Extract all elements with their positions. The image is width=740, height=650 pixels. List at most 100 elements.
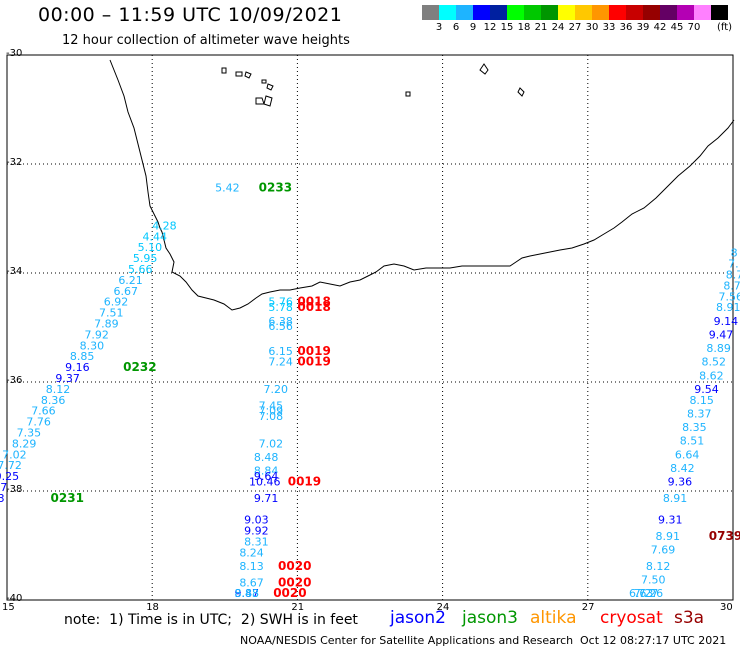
legend-swatch <box>439 5 456 20</box>
wave-height-value: 7.26 <box>639 587 664 600</box>
longitude-tick: 15 <box>2 602 15 613</box>
wave-height-value: 7.02 <box>2 448 27 461</box>
satellite-jason3: jason3 <box>462 608 518 628</box>
wave-height-value: 7.92 <box>84 328 109 341</box>
wave-height-value: 7.08 <box>259 410 284 423</box>
legend-swatch <box>643 5 660 20</box>
wave-height-value: 8.91 <box>663 492 688 505</box>
longitude-tick: 30 <box>720 602 733 613</box>
wave-height-value: 8.51 <box>680 435 705 448</box>
wave-height-value: 7.72 <box>0 459 22 472</box>
wave-height-value: 7.50 <box>641 574 666 587</box>
wave-height-value: 7.66 <box>31 405 56 418</box>
wave-height-value: 8.89 <box>706 342 731 355</box>
legend-swatch <box>507 5 524 20</box>
wave-height-value: 8.12 <box>46 383 71 396</box>
pass-time-label: 0019 <box>297 344 330 358</box>
wave-height-value: 7.24 <box>268 356 293 369</box>
wave-height-value: 9.71 <box>254 492 279 505</box>
wave-height-value: 7.76 <box>26 416 51 429</box>
wave-height-value: 5.66 <box>128 263 153 276</box>
wave-height-value: 8.29 <box>12 437 37 450</box>
wave-height-value: 9.47 <box>0 481 7 494</box>
wave-height-value: 8.91 <box>716 301 740 314</box>
longitude-tick: 21 <box>291 602 305 613</box>
wave-height-value: 8.35 <box>682 421 707 434</box>
legend-swatch <box>422 5 439 20</box>
wave-height-value: 8.37 <box>687 407 712 420</box>
wave-height-value: 5.78 <box>268 301 293 314</box>
pass-time-label: 0232 <box>123 360 156 374</box>
pass-time-label: 0231 <box>51 491 84 505</box>
legend-swatch <box>490 5 507 20</box>
wave-height-value: 9.92 <box>244 525 269 538</box>
legend-swatch <box>524 5 541 20</box>
longitude-tick: 18 <box>146 602 159 613</box>
wave-height-value: 9.14 <box>714 315 739 328</box>
wave-height-value: 5.76 <box>268 296 293 309</box>
footnote: note: 1) Time is in UTC; 2) SWH is in fe… <box>64 612 358 628</box>
latitude-tick: -38 <box>6 484 23 495</box>
wave-height-value: 6.92 <box>104 296 129 309</box>
longitude-tick: 24 <box>436 602 450 613</box>
wave-height-value: 7.45 <box>259 399 284 412</box>
legend-swatch <box>456 5 473 20</box>
pass-time-label: 0018 <box>297 300 330 314</box>
wave-height-value: 9.37 <box>55 372 80 385</box>
page-title: 00:00 – 11:59 UTC 10/09/2021 <box>38 4 343 26</box>
wave-height-value: 8.31 <box>244 536 269 549</box>
wave-height-value: 9.47 <box>709 328 734 341</box>
legend-label: 36 <box>619 22 633 33</box>
wave-height-value: 7.56 <box>718 290 740 303</box>
wave-height-value: 8.7 <box>726 268 740 281</box>
legend-label: 3 <box>435 22 443 33</box>
wave-height-value: 8.83 <box>234 587 258 600</box>
wave-height-value: 6.67 <box>113 285 138 298</box>
map-frame <box>6 54 734 601</box>
wave-height-value: 10.03 <box>0 492 5 505</box>
wave-height-value: 8.36 <box>41 394 66 407</box>
wave-height-value: 7.20 <box>264 383 289 396</box>
wave-height-labels: 5.42 0233 4.284.445.105.955.666.216.676.92… <box>0 180 740 600</box>
legend-swatch <box>694 5 711 20</box>
legend-label: 6 <box>452 22 460 33</box>
wave-height-value: 10.25 <box>0 470 19 483</box>
wave-height-value: 8.13 <box>239 560 264 573</box>
latitude-tick: -30 <box>6 48 23 59</box>
latitude-tick: -32 <box>6 157 23 168</box>
pass-time-label: 0020 <box>278 559 311 573</box>
wave-height-value: 9.03 <box>244 514 269 527</box>
wave-height-value: 8 <box>731 247 738 260</box>
wave-height-value: 8.52 <box>702 356 727 369</box>
wave-height-value: 9.16 <box>65 361 90 374</box>
wave-height-value: 8.24 <box>239 546 264 559</box>
legend-label: 39 <box>636 22 650 33</box>
legend-label: 21 <box>534 22 548 33</box>
generation-timestamp: Oct 12 08:27:17 UTC 2021 <box>580 634 727 647</box>
legend-label: 42 <box>653 22 667 33</box>
legend-swatch <box>677 5 694 20</box>
legend-label: 12 <box>483 22 497 33</box>
legend-swatch <box>660 5 677 20</box>
legend-label: 15 <box>500 22 514 33</box>
wave-height-value: 6.15 <box>268 345 293 358</box>
wave-height-value: 6.56 <box>268 320 293 333</box>
wave-height-value: 7.69 <box>651 544 676 557</box>
legend-swatch <box>609 5 626 20</box>
wave-height-value: 8.48 <box>234 587 258 600</box>
wave-height-value: 8.42 <box>670 462 695 475</box>
wave-height-value: 5.10 <box>138 241 163 254</box>
wave-height-value: 6.64 <box>675 448 700 461</box>
wave-height-value: 10.46 <box>249 476 281 489</box>
wave-height-value: 6.63 <box>629 587 654 600</box>
wave-height-value: 8.7 <box>723 279 740 292</box>
legend-swatch <box>473 5 490 20</box>
wave-height-value: 9.54 <box>694 383 719 396</box>
wave-height-value: 8.67 <box>239 576 264 589</box>
wave-height-value: 9.87 <box>234 587 258 600</box>
wave-height-value: 4.28 <box>152 219 177 232</box>
pass-time-label: 0019 <box>288 475 321 489</box>
legend-label: 45 <box>670 22 684 33</box>
satellite-cryosat: cryosat <box>600 608 663 628</box>
